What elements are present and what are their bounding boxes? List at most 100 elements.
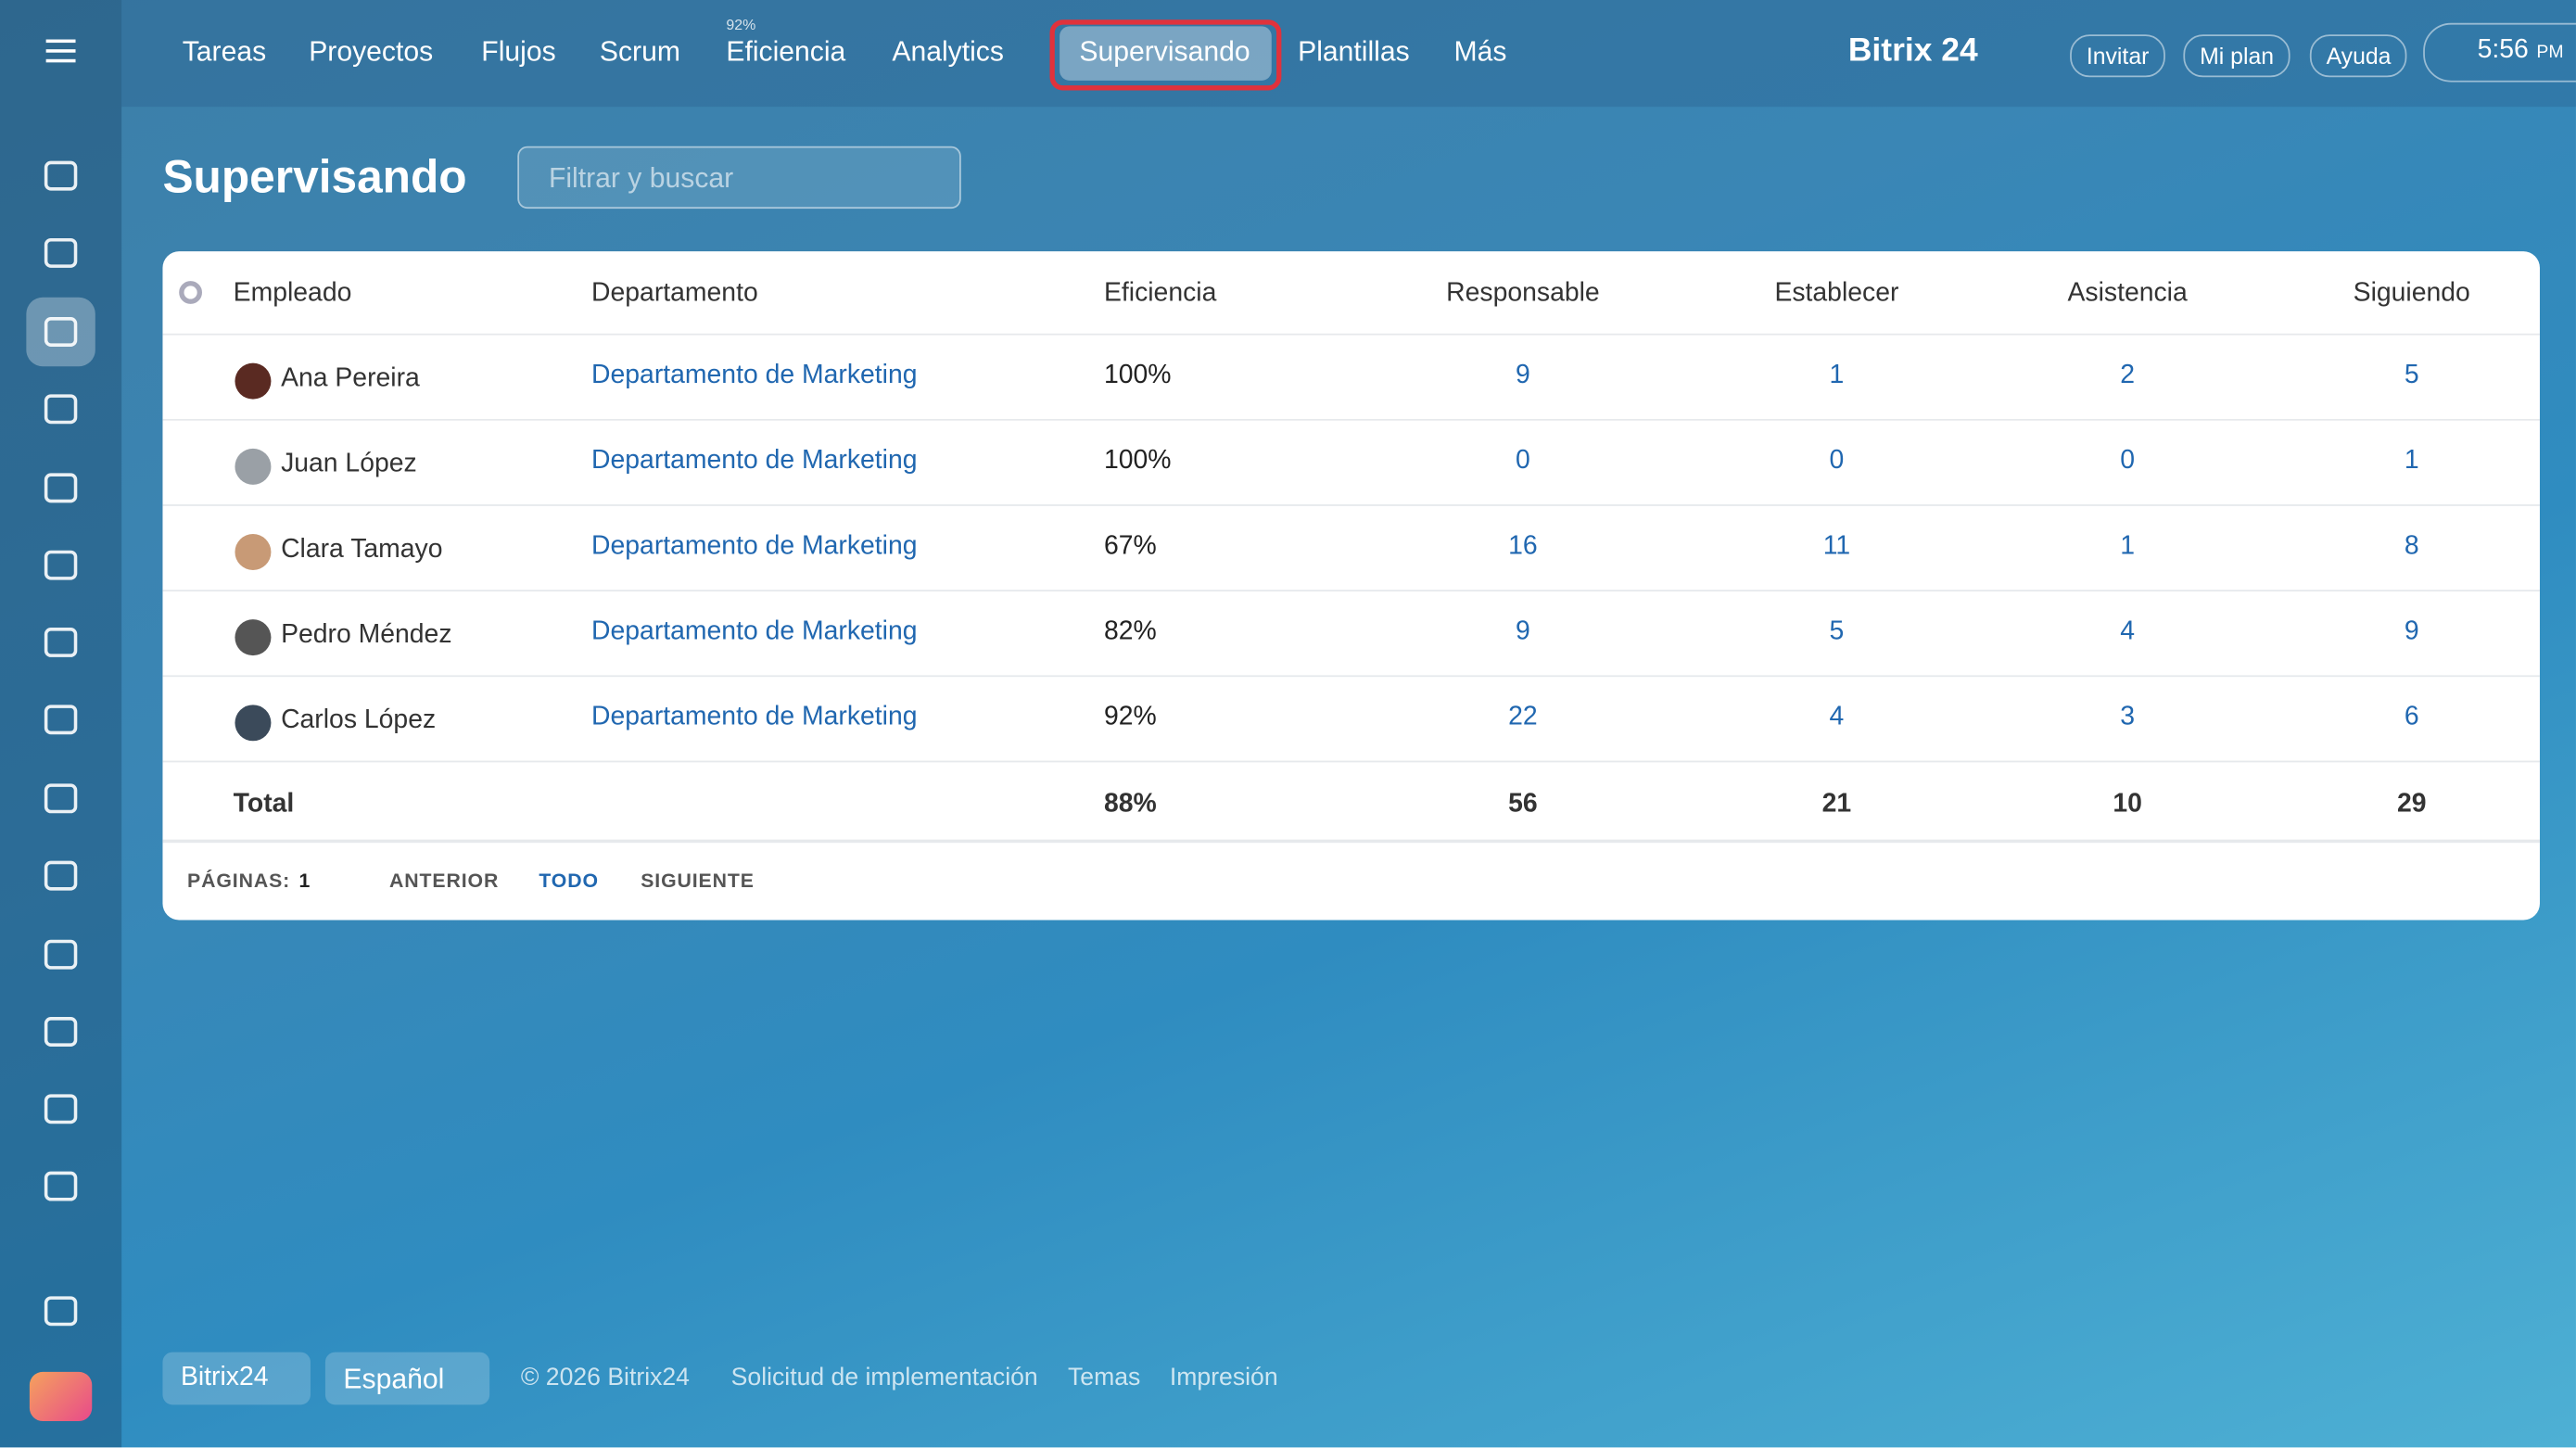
cell[interactable]: 5 [2404,361,2419,390]
footer-link[interactable]: Solicitud de implementación [730,1364,1038,1392]
time: 5:56 [2477,35,2529,65]
cell[interactable]: 1 [2404,447,2419,476]
cell[interactable]: 22 [1508,703,1538,731]
nav-button[interactable]: Ayuda [2309,34,2408,78]
menu-icon[interactable] [45,39,76,44]
cell[interactable]: 0 [2120,447,2136,476]
column-header[interactable]: Responsable [1446,279,1600,308]
nav-item[interactable]: Flujos [481,35,556,68]
sidebar-icon[interactable] [44,394,78,425]
search-box[interactable] [517,146,961,210]
all[interactable]: TODO [539,869,599,893]
page-number[interactable]: 1 [298,869,311,893]
employee-name[interactable]: Clara Tamayo [281,535,443,564]
avatar [235,619,272,656]
employee-name[interactable]: Ana Pereira [281,364,420,393]
active-item[interactable] [26,297,95,367]
cell[interactable]: 6 [2404,703,2419,731]
sidebar-icon[interactable] [44,237,78,268]
column-header[interactable]: Departamento [591,279,758,308]
cell[interactable]: 2 [2120,361,2136,390]
cell[interactable]: 11 [1822,532,1851,561]
column-header[interactable]: Eficiencia [1103,279,1217,308]
cell: 100% [1103,447,1172,476]
cell[interactable]: 0 [1516,447,1530,476]
cell: 67% [1103,532,1157,561]
cell[interactable]: Departamento de Marketing [591,361,918,390]
brand[interactable]: Bitrix 24 [1847,32,1978,70]
nav-item[interactable]: Eficiencia [726,35,846,68]
employee-name[interactable]: Pedro Méndez [281,620,452,650]
cell[interactable]: 4 [1829,703,1845,731]
cell[interactable]: 1 [2120,532,2136,561]
cell[interactable]: Departamento de Marketing [591,532,918,561]
avatar [235,362,272,400]
sidebar-icon[interactable] [44,317,78,347]
footer-link[interactable]: Temas [1067,1364,1141,1392]
cell[interactable]: 1 [1829,361,1845,390]
sidebar-icon[interactable] [44,160,78,191]
total-value: 29 [2396,790,2427,819]
cell[interactable]: 0 [1829,447,1845,476]
employee-name[interactable]: Juan López [281,450,417,478]
next[interactable]: SIGUIENTE [641,869,755,893]
footer-lang-box[interactable] [324,1352,490,1405]
settings-icon[interactable] [179,281,202,304]
sidebar-icon[interactable] [44,860,78,891]
column-header[interactable]: Empleado [233,279,352,308]
time-suffix: PM [2536,43,2564,63]
cell[interactable]: 9 [1516,617,1530,646]
sidebar-icon[interactable] [44,550,78,580]
nav-item[interactable]: Más [1453,35,1507,68]
sidebar-icon[interactable] [44,939,78,970]
rocket-icon[interactable] [29,1371,93,1422]
footer-language[interactable]: Español [343,1364,445,1395]
top-bar [121,0,2576,108]
nav-item[interactable]: Scrum [599,35,680,68]
cell[interactable]: Departamento de Marketing [591,447,918,476]
column-header[interactable]: Siguiendo [2353,279,2470,308]
total-value: 21 [1821,790,1852,819]
avatar [235,705,272,742]
employee-name[interactable]: Carlos López [281,706,437,735]
sidebar-icon[interactable] [44,1171,78,1201]
sidebar-icon[interactable] [44,473,78,503]
footer-brand[interactable]: Bitrix24 [180,1364,269,1392]
cell[interactable]: 5 [1829,617,1845,646]
sidebar-icon[interactable] [44,783,78,814]
clock[interactable] [2423,22,2576,83]
divider [162,333,2540,336]
prev[interactable]: ANTERIOR [389,869,500,893]
nav-item[interactable]: Analytics [892,35,1004,68]
table: Empleado Departamento Eficiencia Responsabl… [162,251,2540,921]
column-header[interactable]: Establecer [1774,279,1899,308]
nav-item[interactable]: Proyectos [309,35,434,68]
divider [162,760,2540,763]
cell[interactable]: Departamento de Marketing [591,617,918,646]
cell[interactable]: 9 [2404,617,2419,646]
nav-item[interactable]: Plantillas [1298,35,1410,68]
sidebar-icon[interactable] [44,705,78,735]
total-value: 88% [1103,790,1157,819]
sidebar-icon[interactable] [44,1094,78,1124]
sidebar-icon[interactable] [44,628,78,657]
total-value: 56 [1508,790,1538,819]
nav-button[interactable]: Invitar [2070,34,2166,78]
sidebar-icon[interactable] [44,1296,78,1327]
avatar [235,533,272,570]
active-tab[interactable] [1060,26,1272,81]
column-header[interactable]: Asistencia [2067,279,2188,308]
footer-brand-box[interactable] [162,1352,311,1405]
search-placeholder: Filtrar y buscar [548,162,734,195]
cell[interactable]: 3 [2120,703,2136,731]
cell[interactable]: Departamento de Marketing [591,703,918,731]
cell[interactable]: 4 [2120,617,2136,646]
nav-button[interactable]: Mi plan [2183,34,2290,78]
cell[interactable]: 16 [1508,532,1538,561]
nav-item[interactable]: Supervisando [1079,35,1250,68]
cell[interactable]: 8 [2404,532,2419,561]
cell[interactable]: 9 [1516,361,1530,390]
footer-link[interactable]: Impresión [1169,1364,1278,1392]
nav-item[interactable]: Tareas [182,35,267,68]
sidebar-icon[interactable] [44,1017,78,1047]
